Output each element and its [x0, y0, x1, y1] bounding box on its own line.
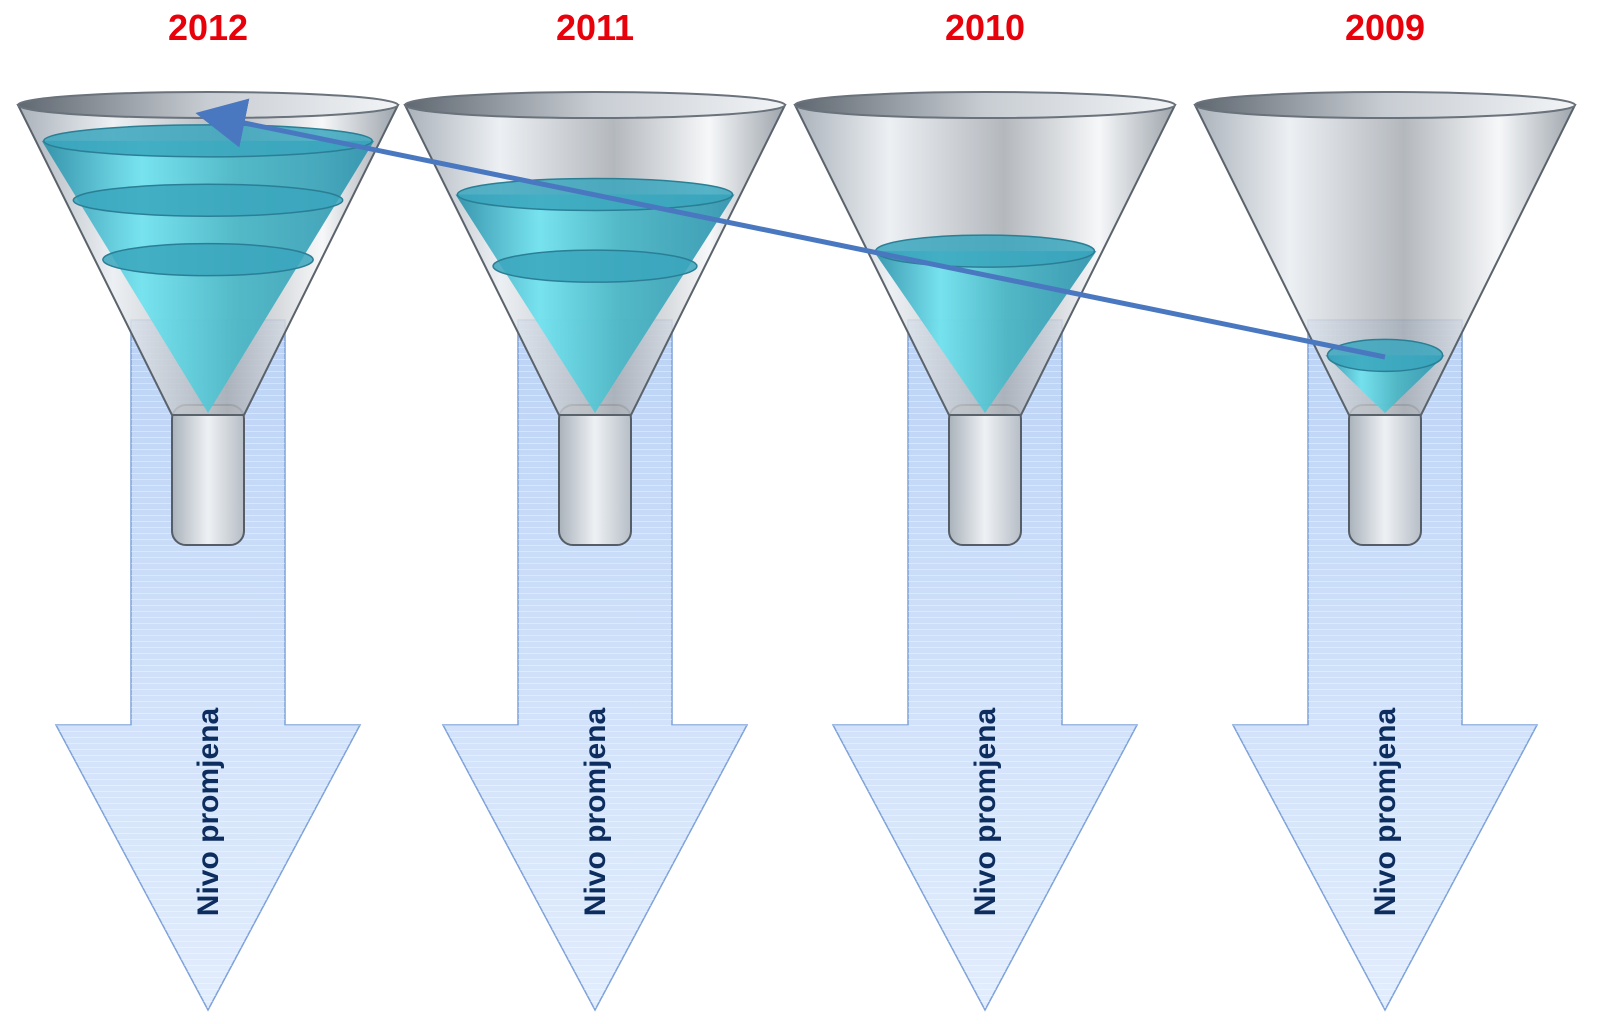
funnel-stem [1348, 404, 1422, 546]
year-label: 2009 [1345, 7, 1425, 48]
funnel-column-2010 [793, 91, 1177, 1012]
year-label: 2011 [556, 7, 634, 48]
arrow-label: Nivo promjena [579, 707, 612, 916]
year-label: 2010 [945, 7, 1025, 48]
arrow-label: Nivo promjena [969, 707, 1002, 916]
funnel-rim [794, 91, 1176, 119]
liquid-fill [455, 194, 735, 413]
year-label: 2012 [168, 7, 248, 48]
down-arrow-texture [833, 320, 1137, 1010]
down-arrow-texture [443, 320, 747, 1010]
funnel-stem [558, 404, 632, 546]
arrow-label: Nivo promjena [1369, 707, 1402, 916]
liquid-fill [873, 251, 1097, 413]
funnel-rim [1194, 91, 1576, 119]
liquid-band [102, 242, 314, 277]
liquid-band [492, 249, 698, 283]
funnel-rim [17, 91, 399, 119]
funnel-column-2009 [1193, 91, 1577, 1012]
funnel-rim [404, 91, 786, 119]
funnel-stem [948, 404, 1022, 546]
funnel-column-2011 [403, 91, 787, 1012]
arrow-label: Nivo promjena [192, 707, 225, 916]
liquid-band [874, 234, 1096, 268]
liquid-fill [41, 140, 375, 413]
funnel-stem [171, 404, 245, 546]
liquid-band [72, 183, 344, 217]
trend-arrow [195, 98, 1386, 360]
down-arrow-texture [1233, 320, 1537, 1010]
down-arrow-texture [56, 320, 360, 1010]
